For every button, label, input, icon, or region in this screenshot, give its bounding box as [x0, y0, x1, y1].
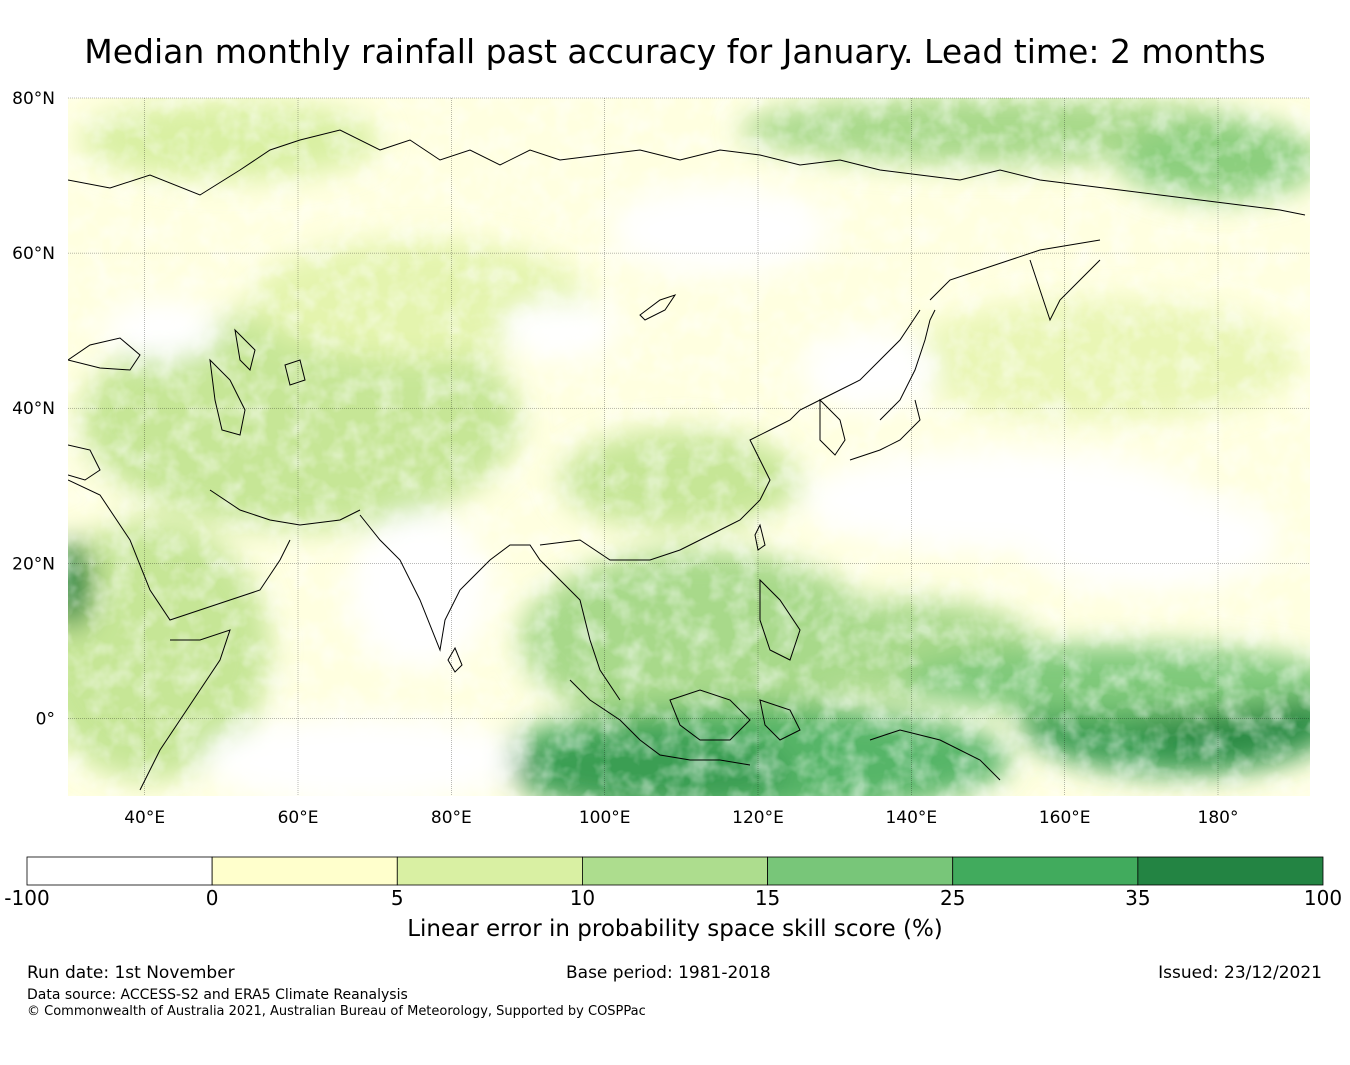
lon-label: 60°E	[278, 808, 319, 828]
lon-label: 100°E	[579, 808, 631, 828]
lon-label: 80°E	[431, 808, 472, 828]
latitude-labels: 80°N 60°N 40°N 20°N 0°	[12, 89, 55, 729]
longitude-labels: 40°E 60°E 80°E 100°E 120°E 140°E 160°E 180°	[124, 808, 1238, 828]
skill-field	[68, 98, 1310, 796]
data-source: Data source: ACCESS-S2 and ERA5 Climate …	[27, 987, 408, 1003]
issued-date: Issued: 23/12/2021	[1158, 963, 1322, 983]
copyright: © Commonwealth of Australia 2021, Austra…	[27, 1004, 646, 1019]
colorbar-swatch	[952, 856, 1139, 886]
colorbar-tick: 25	[939, 886, 966, 910]
colorbar-tick: 15	[754, 886, 781, 910]
colorbar-tick: 0	[205, 886, 219, 910]
colorbar-tick: -100	[4, 886, 50, 910]
lon-label: 40°E	[124, 808, 165, 828]
lat-label: 20°N	[12, 554, 55, 574]
lon-label: 140°E	[885, 808, 937, 828]
lat-label: 40°N	[12, 399, 55, 419]
colorbar-swatch	[396, 856, 583, 886]
lon-label: 120°E	[732, 808, 784, 828]
colorbar-swatch	[1137, 856, 1324, 886]
coastlines	[68, 129, 1306, 791]
colorbar-tick: 100	[1303, 886, 1343, 910]
lon-label: 160°E	[1039, 808, 1091, 828]
colorbar-title: Linear error in probability space skill …	[407, 916, 943, 942]
colorbar-swatch	[582, 856, 768, 886]
colorbar-swatch	[211, 856, 398, 886]
base-period: Base period: 1981-2018	[566, 963, 771, 983]
lat-label: 60°N	[12, 244, 55, 264]
chart-title: Median monthly rainfall past accuracy fo…	[84, 32, 1266, 71]
lat-label: 80°N	[12, 89, 55, 109]
colorbar-tick: 5	[390, 886, 404, 910]
lat-label: 0°	[36, 709, 55, 729]
colorbar	[26, 856, 1324, 886]
colorbar-tick: 10	[569, 886, 596, 910]
colorbar-swatch	[767, 856, 954, 886]
colorbar-swatch	[26, 856, 213, 886]
graticule	[68, 97, 1310, 796]
lon-label: 180°	[1198, 808, 1239, 828]
run-date: Run date: 1st November	[27, 963, 235, 983]
colorbar-tick: 35	[1125, 886, 1151, 910]
